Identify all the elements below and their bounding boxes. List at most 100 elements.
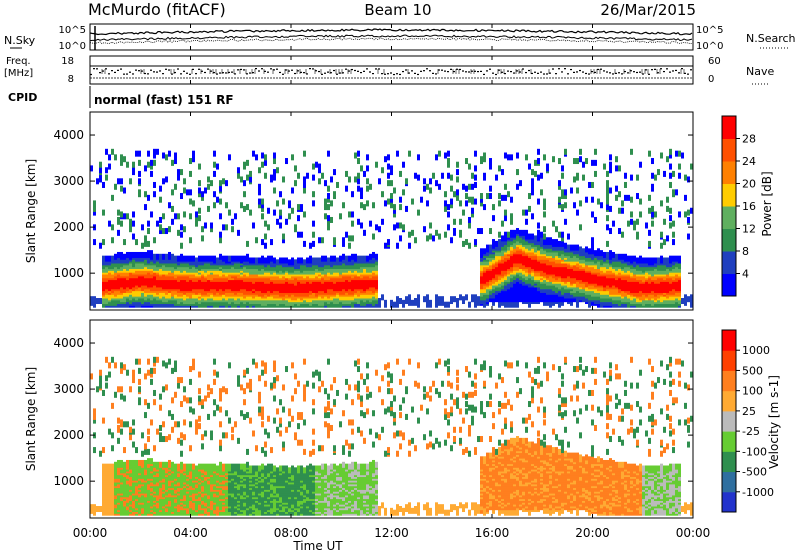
power-cell: [501, 220, 504, 227]
power-cell: [312, 200, 315, 207]
nave-dot: [291, 69, 293, 71]
nave-dot: [513, 72, 515, 74]
power-cell: [147, 150, 150, 157]
power-cell: [288, 213, 291, 220]
power-cell: [162, 228, 165, 235]
power-cell: [465, 193, 468, 200]
nave-dot: [219, 72, 221, 74]
power-cell: [210, 180, 213, 187]
power-cell: [504, 215, 507, 222]
power-cell: [126, 213, 129, 220]
power-cell: [294, 259, 297, 266]
power-cell: [195, 220, 198, 227]
power-cell: [159, 224, 162, 231]
power-cell: [351, 253, 354, 260]
power-cell: [618, 207, 621, 214]
power-cell: [306, 172, 309, 179]
nave-dot: [90, 73, 92, 76]
power-cell: [417, 299, 420, 306]
power-cell: [201, 191, 204, 198]
nave-dot: [492, 72, 494, 74]
power-cell: [213, 161, 216, 168]
power-cell: [291, 187, 294, 194]
power-cell: [468, 301, 471, 308]
nave-dot: [450, 68, 452, 70]
power-cell: [504, 209, 507, 216]
power-cell: [276, 218, 279, 225]
power-cell: [462, 209, 465, 216]
nave-dot: [195, 73, 197, 75]
nave-dot: [96, 68, 98, 70]
freq-traces: [90, 65, 693, 79]
power-cell: [531, 183, 534, 190]
date-title: 26/Mar/2015: [600, 1, 696, 19]
power-cell: [267, 255, 270, 262]
power-cell: [561, 231, 564, 238]
power-cell: [270, 255, 273, 262]
power-cell: [405, 205, 408, 212]
power-cell: [120, 154, 123, 161]
power-cell: [285, 158, 288, 165]
power-cell: [387, 172, 390, 179]
power-cell: [435, 294, 438, 301]
power-cell: [213, 191, 216, 198]
power-cell: [114, 253, 117, 260]
power-cell: [129, 226, 132, 233]
power-cell: [279, 213, 282, 220]
power-cell: [177, 169, 180, 176]
nave-dot: [663, 70, 665, 73]
nave-dot: [249, 72, 251, 74]
power-cell: [216, 163, 219, 170]
nave-dot: [213, 71, 215, 74]
power-cell: [303, 176, 306, 183]
power-cell: [354, 176, 357, 183]
power-cell: [132, 233, 135, 240]
power-cell: [189, 170, 192, 177]
power-cell: [231, 218, 234, 225]
power-cell: [516, 228, 519, 235]
power-cell: [339, 255, 342, 262]
nave-dot: [282, 73, 284, 75]
power-cell: [579, 246, 582, 253]
power-cell: [312, 191, 315, 198]
power-cell: [567, 233, 570, 240]
power-cell: [408, 231, 411, 238]
power-cell: [474, 181, 477, 188]
nave-dot: [453, 70, 455, 73]
power-cell: [327, 185, 330, 192]
power-cell: [180, 242, 183, 249]
power-cell: [366, 185, 369, 192]
power-cell: [258, 257, 261, 264]
power-cell: [324, 198, 327, 205]
power-cell: [507, 154, 510, 161]
power-cell: [225, 202, 228, 209]
power-cell: [147, 250, 150, 257]
power-cell: [327, 150, 330, 157]
power-cell: [348, 211, 351, 218]
power-cell: [216, 196, 219, 203]
power-cell: [468, 216, 471, 223]
power-cell: [237, 229, 240, 236]
power-cell: [174, 255, 177, 262]
nave-dot: [270, 68, 272, 70]
power-cell: [105, 148, 108, 155]
nsky-tick-bottom: 10^0: [59, 41, 86, 52]
power-cell: [471, 183, 474, 190]
power-cell: [210, 222, 213, 229]
nave-dot: [648, 73, 650, 75]
power-cell: [198, 191, 201, 198]
power-cell: [342, 202, 345, 209]
power-cell: [531, 169, 534, 176]
power-cell: [174, 152, 177, 159]
power-cell: [543, 233, 546, 240]
power-cell: [258, 189, 261, 196]
power-cell: [342, 253, 345, 260]
power-cell: [183, 255, 186, 262]
power-cell: [348, 176, 351, 183]
nave-dot: [516, 70, 518, 72]
nave-dot: [366, 68, 368, 70]
power-cell: [126, 251, 129, 258]
nave-dot: [375, 68, 377, 70]
power-cell: [504, 152, 507, 159]
power-cell: [525, 209, 528, 216]
